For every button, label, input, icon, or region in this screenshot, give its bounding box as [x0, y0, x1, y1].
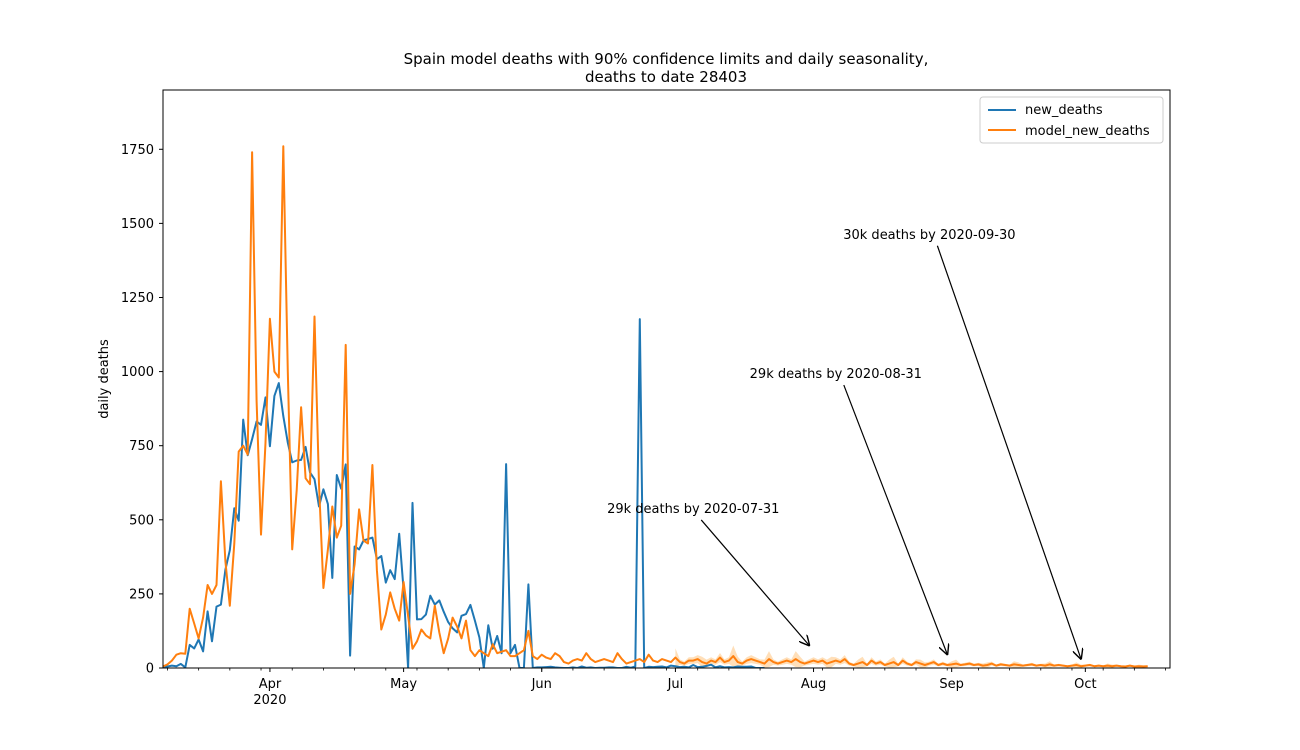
x-tick-label: Oct	[1074, 677, 1096, 692]
legend-label-model-new-deaths: model_new_deaths	[1025, 124, 1150, 139]
y-tick-label: 1000	[121, 365, 154, 380]
annotation-label: 29k deaths by 2020-07-31	[607, 502, 779, 517]
y-tick-label: 750	[129, 439, 154, 454]
x-tick-label: Jun	[531, 677, 552, 692]
x-tick-label: May	[390, 677, 417, 692]
plot-series-group	[163, 145, 1148, 668]
annotation-label: 29k deaths by 2020-08-31	[750, 367, 922, 382]
x-tick-label: Apr	[259, 677, 282, 692]
chart-title-line-1: Spain model deaths with 90% confidence l…	[404, 50, 929, 68]
confidence-band	[675, 645, 1148, 668]
x-tick-label: Aug	[801, 677, 826, 692]
y-tick-label: 250	[129, 587, 154, 602]
plot-area	[163, 145, 1148, 668]
annotation-arrow	[700, 519, 809, 645]
x-tick-year-label: 2020	[253, 693, 286, 708]
annotation-label: 30k deaths by 2020-09-30	[843, 228, 1015, 243]
y-axis: 0 250 500 750 1000 1250 1500 1750	[121, 143, 163, 677]
chart-title-line-2: deaths to date 28403	[585, 68, 747, 86]
series-line-model-new-deaths	[163, 145, 1148, 668]
y-tick-label: 1250	[121, 291, 154, 306]
annotations: 29k deaths by 2020-07-31 29k deaths by 20…	[607, 228, 1081, 659]
legend-label-new-deaths: new_deaths	[1025, 103, 1103, 118]
y-tick-label: 1750	[121, 143, 154, 158]
annotation-arrow	[843, 384, 947, 654]
legend-box	[979, 96, 1164, 144]
y-axis-label: daily deaths	[97, 339, 112, 419]
y-tick-label: 500	[129, 513, 154, 528]
y-tick-label: 1500	[121, 217, 154, 232]
annotation-arrow	[936, 245, 1080, 659]
x-tick-label: Sep	[939, 677, 964, 692]
x-tick-label: Jul	[667, 677, 684, 692]
y-tick-label: 0	[146, 662, 154, 677]
legend: new_deaths model_new_deaths	[979, 96, 1164, 144]
series-line-new-deaths	[163, 318, 765, 668]
